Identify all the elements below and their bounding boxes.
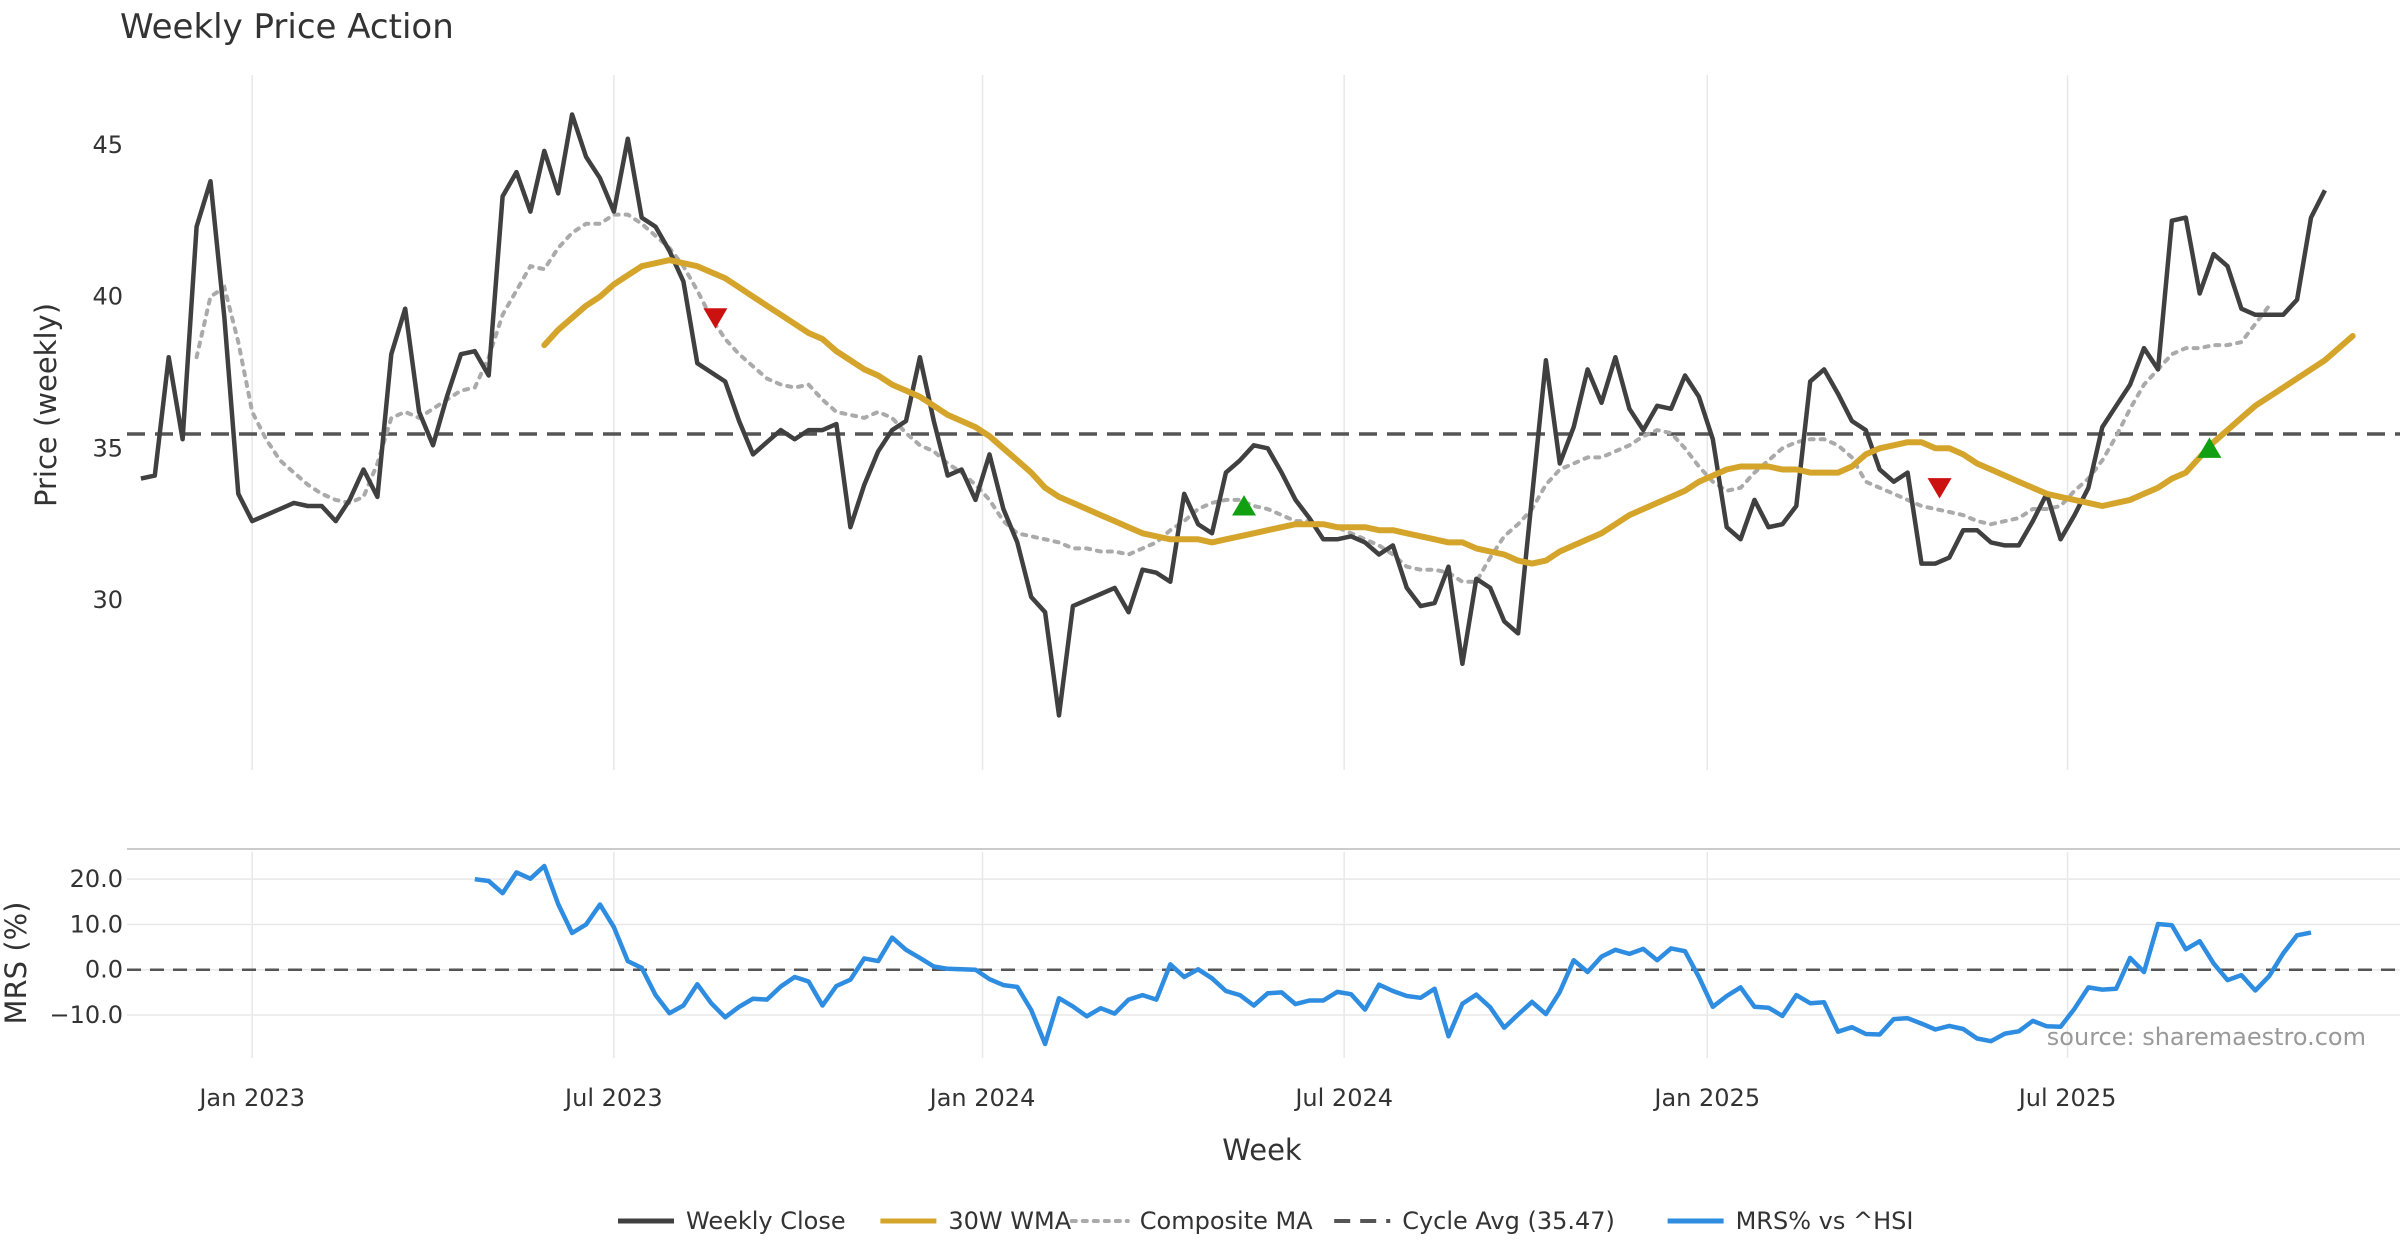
x-tick-4: Jan 2025 — [1652, 1084, 1760, 1112]
sell-signal-marker-2 — [1927, 478, 1952, 499]
x-tick-3: Jul 2024 — [1293, 1084, 1393, 1112]
chart-title: Weekly Price Action — [120, 7, 454, 47]
mrs-y-tick-1: 10.0 — [70, 910, 123, 938]
price-y-axis-label: Price (weekly) — [29, 303, 63, 507]
x-tick-5: Jul 2025 — [2017, 1084, 2117, 1112]
x-tick-0: Jan 2023 — [197, 1084, 305, 1112]
mrs-line — [474, 863, 2312, 1047]
price-y-ticks: 30 35 40 45 — [92, 131, 123, 614]
legend: Weekly Close 30W WMA Composite MA Cycle Avg… — [618, 1207, 1913, 1235]
mrs-y-axis-label: MRS (%) — [0, 902, 33, 1025]
legend-label-2: Composite MA — [1140, 1207, 1313, 1235]
x-tick-2: Jan 2024 — [928, 1084, 1036, 1112]
x-tick-labels: Jan 2023 Jul 2023 Jan 2024 Jul 2024 Jan 2025… — [197, 1084, 2116, 1112]
legend-label-3: Cycle Avg (35.47) — [1402, 1207, 1615, 1235]
price-y-tick-1: 35 — [92, 434, 123, 462]
wma-30w-line — [541, 257, 2356, 567]
composite-ma-line — [194, 212, 2272, 584]
source-note: source: sharemaestro.com — [2047, 1023, 2366, 1051]
mrs-y-ticks: 20.0 10.0 0.0 −10.0 — [49, 865, 123, 1029]
mrs-y-tick-0: 20.0 — [70, 865, 123, 893]
x-axis-label: Week — [1222, 1133, 1302, 1167]
buy-signal-marker-3 — [2197, 437, 2222, 458]
legend-label-0: Weekly Close — [686, 1207, 846, 1235]
legend-label-4: MRS% vs ^HSI — [1736, 1207, 1914, 1235]
weekly-close-line — [140, 112, 2327, 718]
x-tick-1: Jul 2023 — [563, 1084, 663, 1112]
price-y-tick-3: 45 — [92, 131, 123, 159]
legend-label-1: 30W WMA — [948, 1207, 1071, 1235]
signal-markers — [703, 308, 2222, 516]
mrs-y-tick-3: −10.0 — [49, 1001, 123, 1029]
price-y-tick-0: 30 — [92, 586, 123, 614]
buy-signal-marker-1 — [1232, 495, 1257, 516]
sell-signal-marker-0 — [703, 308, 728, 329]
price-y-tick-2: 40 — [92, 283, 123, 311]
mrs-y-tick-2: 0.0 — [85, 956, 123, 984]
